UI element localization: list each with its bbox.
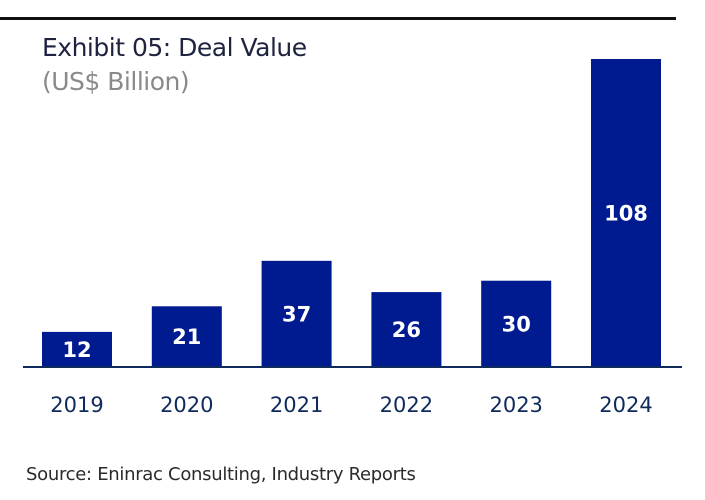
- bar-2020: [151, 306, 222, 366]
- data-label-2024: 108: [604, 202, 648, 226]
- x-tick-label-2019: 2019: [50, 393, 103, 417]
- data-label-2022: 26: [392, 318, 421, 342]
- x-tick-label-2021: 2021: [270, 393, 323, 417]
- bar-2021: [261, 260, 332, 366]
- bar-2024: [591, 59, 661, 366]
- data-label-2019: 12: [62, 338, 91, 362]
- x-tick-label-2020: 2020: [160, 393, 213, 417]
- source-note: Source: Eninrac Consulting, Industry Rep…: [26, 464, 416, 485]
- top-rule: [0, 17, 676, 20]
- x-tick-label-2023: 2023: [489, 393, 542, 417]
- x-tick-label-2024: 2024: [599, 393, 652, 417]
- data-label-2023: 30: [502, 312, 531, 336]
- data-label-2020: 21: [172, 325, 201, 349]
- chart-subtitle: (US$ Billion): [42, 67, 190, 96]
- bar-2022: [371, 292, 442, 366]
- chart-title: Exhibit 05: Deal Value: [42, 33, 307, 62]
- bar-2023: [481, 280, 552, 366]
- data-label-2021: 37: [282, 302, 311, 326]
- x-tick-label-2022: 2022: [380, 393, 433, 417]
- bar-2019: [42, 331, 112, 366]
